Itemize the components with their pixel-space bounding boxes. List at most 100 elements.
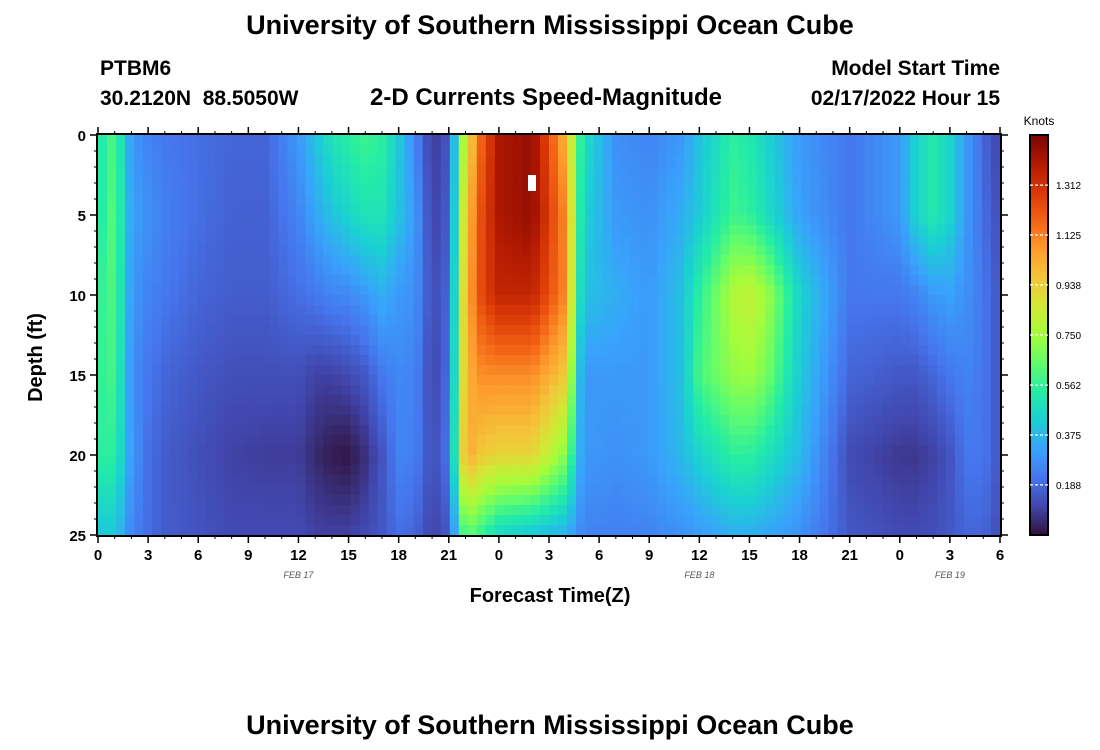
heatmap-cell xyxy=(684,325,694,336)
heatmap-cell xyxy=(143,195,153,206)
heatmap-cell xyxy=(116,215,126,226)
heatmap-cell xyxy=(972,305,983,316)
heatmap-cell xyxy=(332,205,343,216)
heatmap-cell xyxy=(729,145,740,156)
heatmap-cell xyxy=(161,175,171,186)
heatmap-cell xyxy=(404,145,415,156)
heatmap-cell xyxy=(287,285,298,296)
heatmap-cell xyxy=(558,495,568,506)
heatmap-cell xyxy=(386,415,397,426)
heatmap-cell xyxy=(98,375,108,386)
heatmap-cell xyxy=(657,315,667,326)
heatmap-cell xyxy=(323,485,334,496)
heatmap-cell xyxy=(693,525,703,536)
heatmap-cell xyxy=(494,425,505,436)
heatmap-cell xyxy=(747,185,758,196)
heatmap-cell xyxy=(359,375,370,386)
heatmap-cell xyxy=(521,325,532,336)
heatmap-cell xyxy=(539,415,550,426)
heatmap-cell xyxy=(828,485,839,496)
heatmap-cell xyxy=(639,505,649,516)
heatmap-cell xyxy=(530,395,541,406)
heatmap-cell xyxy=(116,155,126,166)
heatmap-cell xyxy=(494,265,505,276)
heatmap-cell xyxy=(512,445,523,456)
heatmap-cell xyxy=(503,245,514,256)
heatmap-cell xyxy=(341,445,352,456)
heatmap-cell xyxy=(675,375,685,386)
heatmap-cell xyxy=(233,255,243,266)
x-tick-label: 9 xyxy=(244,547,252,564)
heatmap-cell xyxy=(206,415,216,426)
heatmap-cell xyxy=(143,365,153,376)
heatmap-cell xyxy=(341,255,352,266)
heatmap-cell xyxy=(350,275,361,286)
heatmap-cell xyxy=(972,495,983,506)
heatmap-cell xyxy=(666,455,676,466)
heatmap-cell xyxy=(368,305,379,316)
heatmap-cell xyxy=(693,265,703,276)
heatmap-cell xyxy=(314,445,325,456)
heatmap-cell xyxy=(954,315,965,326)
heatmap-cell xyxy=(963,195,974,206)
heatmap-cell xyxy=(260,175,270,186)
heatmap-cell xyxy=(936,345,947,356)
heatmap-cell xyxy=(125,325,135,336)
heatmap-cell xyxy=(630,285,640,296)
heatmap-cell xyxy=(603,525,613,536)
heatmap-cell xyxy=(350,235,361,246)
heatmap-cell xyxy=(404,185,415,196)
heatmap-cell xyxy=(990,315,1001,326)
heatmap-cell xyxy=(990,225,1001,236)
heatmap-cell xyxy=(107,145,117,156)
heatmap-cell xyxy=(756,185,767,196)
heatmap-cell xyxy=(954,225,965,236)
heatmap-cell xyxy=(449,415,460,426)
heatmap-cell xyxy=(846,445,857,456)
heatmap-cell xyxy=(909,515,920,526)
heatmap-cell xyxy=(819,415,830,426)
heatmap-cell xyxy=(801,295,812,306)
heatmap-cell xyxy=(287,495,298,506)
heatmap-cell xyxy=(143,465,153,476)
heatmap-cell xyxy=(530,405,541,416)
heatmap-cell xyxy=(936,245,947,256)
heatmap-cell xyxy=(549,225,559,236)
heatmap-cell xyxy=(837,525,848,536)
heatmap-cell xyxy=(558,325,568,336)
heatmap-cell xyxy=(467,245,478,256)
heatmap-cell xyxy=(639,235,649,246)
heatmap-cell xyxy=(359,235,370,246)
heatmap-cell xyxy=(278,525,289,536)
heatmap-cell xyxy=(819,475,830,486)
heatmap-cell xyxy=(422,255,433,266)
heatmap-cell xyxy=(170,345,180,356)
x-tick-label: 6 xyxy=(996,547,1004,564)
heatmap-cell xyxy=(972,315,983,326)
heatmap-cell xyxy=(512,525,523,536)
heatmap-cell xyxy=(134,275,144,286)
heatmap-cell xyxy=(485,355,496,366)
heatmap-cell xyxy=(143,475,153,486)
heatmap-cell xyxy=(693,195,703,206)
heatmap-cell xyxy=(521,335,532,346)
heatmap-cell xyxy=(251,195,261,206)
heatmap-cell xyxy=(990,155,1001,166)
heatmap-cell xyxy=(594,325,604,336)
heatmap-cell xyxy=(981,455,992,466)
heatmap-cell xyxy=(612,355,622,366)
heatmap-cell xyxy=(846,435,857,446)
heatmap-cell xyxy=(567,255,577,266)
heatmap-cell xyxy=(981,405,992,416)
heatmap-cell xyxy=(738,235,749,246)
heatmap-cell xyxy=(882,395,893,406)
heatmap-cell xyxy=(251,155,261,166)
heatmap-cell xyxy=(197,235,207,246)
heatmap-cell xyxy=(837,295,848,306)
heatmap-cell xyxy=(666,285,676,296)
heatmap-cell xyxy=(972,465,983,476)
heatmap-cell xyxy=(963,155,974,166)
heatmap-cell xyxy=(630,305,640,316)
heatmap-cell xyxy=(197,215,207,226)
